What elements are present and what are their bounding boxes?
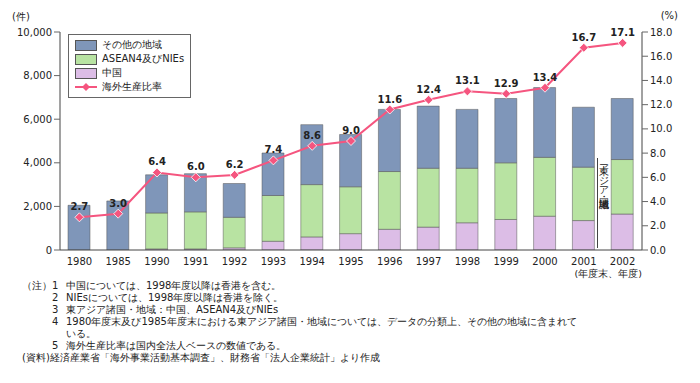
svg-text:14.0: 14.0 — [650, 75, 672, 86]
html-text:(年度末、年度): (年度末、年度) — [574, 268, 642, 279]
html-text:2: 2 — [52, 292, 59, 303]
svg-text:7.4: 7.4 — [265, 144, 283, 155]
svg-text:1994: 1994 — [299, 256, 324, 267]
svg-text:10.0: 10.0 — [650, 123, 672, 134]
svg-text:16.7: 16.7 — [571, 32, 596, 43]
html-text:3: 3 — [52, 304, 59, 315]
svg-text:1992: 1992 — [222, 256, 247, 267]
svg-text:1993: 1993 — [261, 256, 286, 267]
svg-text:2.0: 2.0 — [650, 220, 666, 231]
svg-text:18.0: 18.0 — [650, 27, 672, 38]
svg-text:4,000: 4,000 — [23, 157, 52, 168]
svg-text:1991: 1991 — [183, 256, 208, 267]
svg-text:12.4: 12.4 — [416, 84, 441, 95]
html-text:(件): (件) — [12, 11, 30, 22]
html-text:NIEsについては、1998年度以降は香港を除く。: NIEsについては、1998年度以降は香港を除く。 — [66, 292, 284, 303]
svg-text:10,000: 10,000 — [17, 27, 52, 38]
svg-text:0.0: 0.0 — [650, 245, 666, 256]
svg-text:13.4: 13.4 — [533, 72, 558, 83]
svg-text:2001: 2001 — [571, 256, 596, 267]
svg-text:16.0: 16.0 — [650, 51, 672, 62]
svg-text:12.9: 12.9 — [494, 78, 519, 89]
svg-text:1997: 1997 — [416, 256, 441, 267]
html-text:中国については、1998年度以降は香港を含む。: 中国については、1998年度以降は香港を含む。 — [66, 280, 282, 291]
svg-text:1985: 1985 — [105, 256, 130, 267]
svg-text:2002: 2002 — [610, 256, 635, 267]
svg-text:1980: 1980 — [67, 256, 92, 267]
svg-text:6.4: 6.4 — [148, 156, 166, 167]
svg-text:2.7: 2.7 — [71, 201, 89, 212]
svg-text:2000: 2000 — [532, 256, 557, 267]
html-text:5: 5 — [52, 340, 59, 351]
html-text:海外生産比率: 海外生産比率 — [102, 81, 162, 92]
svg-text:13.1: 13.1 — [455, 75, 480, 86]
html-text:東アジア諸国・地域: 東アジア諸国・地域 — [599, 158, 611, 191]
svg-text:8.6: 8.6 — [303, 130, 321, 141]
html-text:1980年度末及び1985年度末における東アジア諸国・地域に: 1980年度末及び1985年度末における東アジア諸国・地域については、データの分… — [66, 316, 577, 339]
svg-text:11.6: 11.6 — [377, 94, 402, 105]
html-text:ASEAN4及びNIEs: ASEAN4及びNIEs — [102, 53, 185, 64]
html-text:海外生産比率は国内全法人ベースの数値である。: 海外生産比率は国内全法人ベースの数値である。 — [66, 340, 286, 351]
svg-text:17.1: 17.1 — [610, 27, 635, 38]
svg-text:1990: 1990 — [144, 256, 169, 267]
svg-text:2,000: 2,000 — [23, 201, 52, 212]
svg-text:1998: 1998 — [455, 256, 480, 267]
svg-text:8.0: 8.0 — [650, 148, 666, 159]
svg-text:6.2: 6.2 — [226, 159, 244, 170]
html-text:（注）1: （注）1 — [22, 280, 59, 291]
svg-text:1995: 1995 — [338, 256, 363, 267]
svg-text:4.0: 4.0 — [650, 196, 666, 207]
svg-text:3.0: 3.0 — [109, 198, 127, 209]
svg-text:0: 0 — [46, 245, 52, 256]
html-text:東アジア諸国・地域：中国、ASEAN4及びNIEs: 東アジア諸国・地域：中国、ASEAN4及びNIEs — [66, 304, 279, 315]
svg-text:1999: 1999 — [493, 256, 518, 267]
svg-text:12.0: 12.0 — [650, 99, 672, 110]
html-text:中国: 中国 — [102, 67, 122, 78]
html-text:その他の地域: その他の地域 — [102, 39, 162, 50]
svg-text:6,000: 6,000 — [23, 114, 52, 125]
svg-text:9.0: 9.0 — [342, 125, 360, 136]
svg-text:1996: 1996 — [377, 256, 402, 267]
html-text:(資料)経済産業省「海外事業活動基本調査」、財務省「法人企業: (資料)経済産業省「海外事業活動基本調査」、財務省「法人企業統計」より作成 — [22, 352, 380, 363]
svg-text:6.0: 6.0 — [650, 172, 666, 183]
svg-text:8,000: 8,000 — [23, 70, 52, 81]
svg-text:6.0: 6.0 — [187, 161, 205, 172]
html-text:4: 4 — [52, 316, 59, 327]
